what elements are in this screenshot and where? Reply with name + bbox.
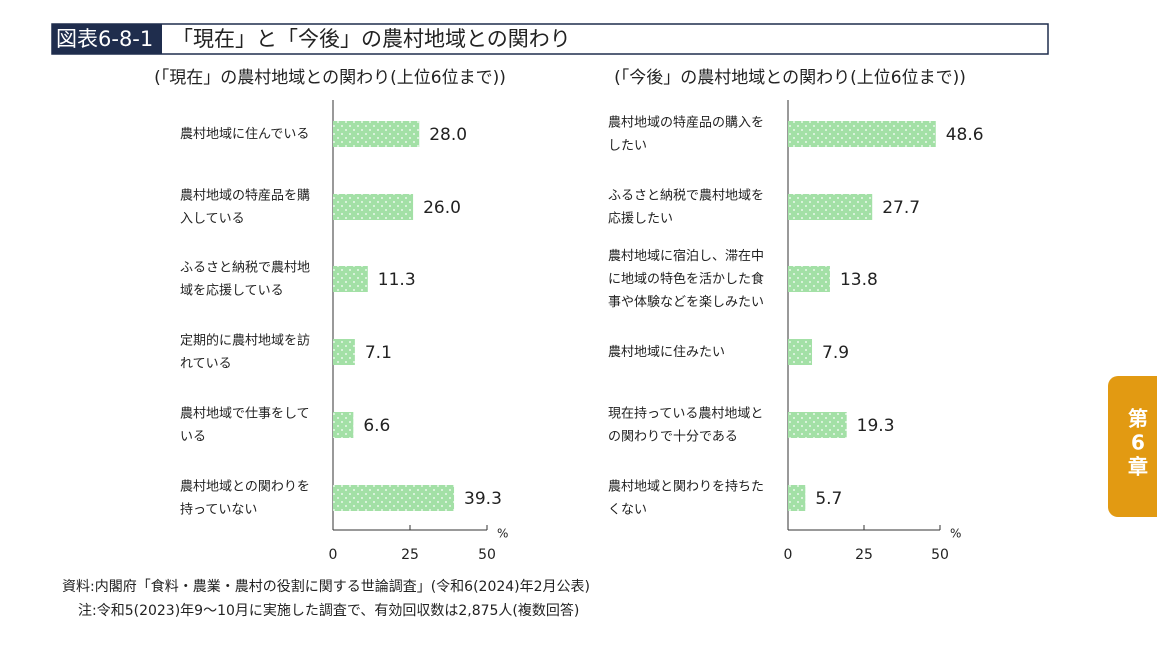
bar [333,485,455,511]
bar [788,485,806,511]
bar [333,266,368,292]
category-label: 農村地域で仕事をしている [180,406,310,444]
category-label: 農村地域の特産品を購入している [180,187,310,226]
value-label: 39.3 [464,489,502,509]
category-label: 農村地域に宿泊し、滞在中に地域の特色を活かした食事や体験などを楽しみたい [608,248,764,310]
category-label: 農村地域の特産品の購入をしたい [608,114,764,153]
x-unit: % [497,527,508,541]
note: 注:令和5(2023)年9〜10月に実施した調査で、有効回収数は2,875人(複… [78,602,579,619]
x-unit: % [950,527,961,541]
value-label: 19.3 [857,416,895,436]
bar [333,121,420,147]
category-label: 農村地域に住みたい [608,345,725,360]
side-tab [1108,376,1157,517]
bar [788,412,847,438]
header-label: 図表6-8-1 [56,27,153,51]
bar [333,412,354,438]
category-label: 農村地域と関わりを持ちたくない [608,479,764,517]
value-label: 7.1 [365,343,392,363]
value-label: 11.3 [378,270,416,290]
bar [333,194,414,220]
bar [788,194,873,220]
x-tick-label: 0 [329,547,338,563]
x-tick-label: 50 [478,547,496,563]
bar [788,266,830,292]
category-label: 農村地域に住んでいる [180,127,309,142]
value-label: 26.0 [423,198,461,218]
value-label: 27.7 [882,198,920,218]
chart-title: (「今後」の農村地域との関わり(上位6位まで)) [614,68,966,88]
side-tab-text: 章 [1128,455,1148,479]
header-label-bg [52,24,162,54]
side-tab-text: 第 [1128,407,1148,431]
category-label: 定期的に農村地域を訪れている [180,332,310,371]
category-label: 農村地域との関わりを持っていない [180,479,310,517]
x-tick-label: 25 [401,547,419,563]
header-title: 「現在」と「今後」の農村地域との関わり [172,27,571,51]
chart-title: (「現在」の農村地域との関わり(上位6位まで)) [154,68,506,88]
side-tab-text: 6 [1131,431,1145,455]
value-label: 28.0 [429,125,467,145]
x-tick-label: 0 [784,547,793,563]
value-label: 5.7 [815,489,842,509]
value-label: 6.6 [363,416,390,436]
value-label: 7.9 [822,343,849,363]
value-label: 13.8 [840,270,878,290]
x-tick-label: 25 [855,547,873,563]
value-label: 48.6 [946,125,984,145]
category-label: ふるさと納税で農村地域を応援したい [608,188,764,226]
bar [788,339,813,365]
category-label: ふるさと納税で農村地域を応援している [180,260,310,298]
bar [333,339,355,365]
note: 資料:内閣府「食料・農業・農村の役割に関する世論調査」(令和6(2024)年2月… [62,578,590,595]
category-label: 現在持っている農村地域との関わりで十分である [608,406,763,444]
bar [788,121,936,147]
x-tick-label: 50 [931,547,949,563]
